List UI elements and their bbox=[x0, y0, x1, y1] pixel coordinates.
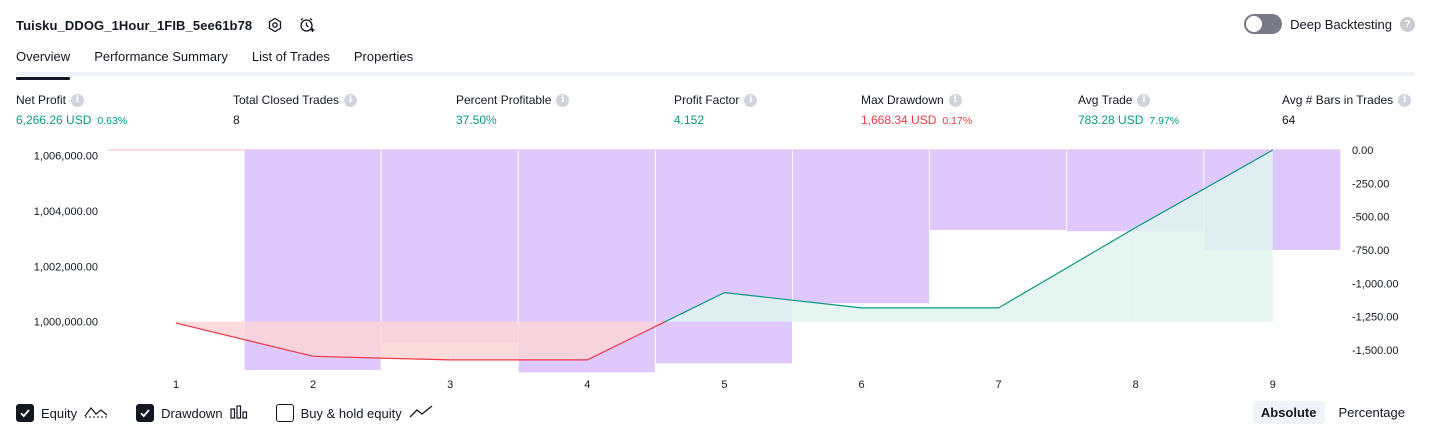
tab-list-of-trades[interactable]: List of Trades bbox=[251, 49, 330, 64]
percentage-button[interactable]: Percentage bbox=[1338, 405, 1406, 420]
right-axis-tick: -500.00 bbox=[1352, 212, 1389, 224]
metric-net-profit: Net Profit i 6,266.26 USD 0.63% bbox=[16, 93, 127, 127]
deep-backtesting-toggle[interactable] bbox=[1244, 14, 1283, 34]
left-axis-tick: 1,002,000.00 bbox=[34, 261, 98, 273]
metric-label: Total Closed Trades bbox=[233, 93, 340, 107]
info-icon[interactable]: i bbox=[1137, 93, 1151, 107]
equity-checkbox[interactable] bbox=[16, 404, 34, 422]
metric-max-drawdown: Max Drawdown i 1,668.34 USD 0.17% bbox=[861, 93, 972, 127]
x-axis-tick: 4 bbox=[584, 379, 590, 391]
equity-line-segment bbox=[587, 321, 666, 361]
equity-line-segment bbox=[1135, 149, 1274, 229]
settings-icon[interactable] bbox=[266, 16, 284, 34]
x-axis-tick: 8 bbox=[1133, 379, 1139, 391]
metric-percent: 0.17% bbox=[942, 115, 973, 127]
equity-loss-area bbox=[450, 321, 588, 360]
metric-label: Profit Factor bbox=[674, 93, 740, 107]
info-icon[interactable]: i bbox=[71, 93, 85, 107]
metric-avg-bars-in-trades: Avg # Bars in Trades i 64 bbox=[1282, 93, 1412, 127]
equity-gain-area bbox=[724, 292, 862, 322]
equity-line-segment bbox=[998, 227, 1137, 309]
metric-percent: 7.97% bbox=[1149, 115, 1180, 127]
metric-label: Net Profit bbox=[16, 93, 67, 107]
equity-gain-area bbox=[1135, 150, 1273, 322]
metric-label: Percent Profitable bbox=[456, 93, 552, 107]
legend-equity[interactable]: Equity bbox=[16, 404, 108, 422]
drawdown-bars-icon bbox=[229, 404, 248, 422]
drawdown-bar bbox=[655, 150, 792, 364]
metric-value: 1,668.34 USD bbox=[861, 113, 937, 127]
equity-line-segment bbox=[175, 322, 314, 357]
drawdown-bar bbox=[792, 150, 930, 304]
tab-properties[interactable]: Properties bbox=[353, 49, 414, 64]
drawdown-bar bbox=[930, 150, 1067, 230]
metric-value: 783.28 USD bbox=[1078, 113, 1144, 127]
info-icon[interactable]: i bbox=[1398, 93, 1412, 107]
x-axis-tick: 6 bbox=[858, 379, 864, 391]
scale-mode-switch: Absolute Percentage bbox=[1252, 401, 1413, 424]
metric-avg-trade: Avg Trade i 783.28 USD 7.97% bbox=[1078, 93, 1179, 127]
drawdown-bar bbox=[381, 150, 518, 344]
x-axis-tick: 3 bbox=[447, 379, 453, 391]
deep-backtesting-label: Deep Backtesting bbox=[1290, 16, 1392, 32]
metric-percent-profitable: Percent Profitable i 37.50% bbox=[456, 93, 570, 127]
tab-bar: Overview Performance Summary List of Tra… bbox=[16, 46, 1415, 80]
x-axis-tick: 7 bbox=[996, 379, 1002, 391]
equity-gain-area bbox=[861, 307, 999, 322]
info-icon[interactable]: i bbox=[948, 93, 962, 107]
metric-label: Max Drawdown bbox=[861, 93, 944, 107]
right-axis-tick: -1,250.00 bbox=[1352, 312, 1398, 324]
metric-value: 64 bbox=[1282, 113, 1296, 127]
equity-line-segment bbox=[664, 292, 725, 323]
tab-overview[interactable]: Overview bbox=[16, 46, 71, 80]
equity-line-segment bbox=[313, 355, 451, 361]
strategy-title: Tuisku_DDOG_1Hour_1FIB_5ee61b78 bbox=[16, 17, 253, 33]
legend-buy-hold-equity[interactable]: Buy & hold equity bbox=[275, 404, 433, 422]
info-icon[interactable]: i bbox=[344, 93, 358, 107]
legend-drawdown[interactable]: Drawdown bbox=[136, 404, 247, 422]
metric-value: 6,266.26 USD bbox=[16, 113, 92, 127]
right-axis-tick: 0.00 bbox=[1352, 145, 1373, 157]
alarm-add-icon[interactable] bbox=[298, 16, 316, 34]
absolute-button[interactable]: Absolute bbox=[1252, 401, 1325, 424]
left-axis-tick: 1,006,000.00 bbox=[34, 151, 98, 163]
left-axis-tick: 1,004,000.00 bbox=[34, 206, 98, 218]
buy-hold-checkbox[interactable] bbox=[275, 404, 294, 422]
deep-backtesting: Deep Backtesting ? bbox=[1244, 14, 1415, 34]
legend-label: Drawdown bbox=[161, 405, 223, 421]
metric-value: 4.152 bbox=[674, 113, 705, 127]
chart-legend: Equity Drawdown Buy & hold equity bbox=[16, 404, 433, 422]
help-icon[interactable]: ? bbox=[1400, 16, 1415, 32]
buy-hold-line-icon bbox=[409, 404, 433, 422]
equity-loss-area bbox=[313, 321, 451, 360]
metric-profit-factor: Profit Factor i 4.152 bbox=[674, 93, 758, 127]
metric-label: Avg # Bars in Trades bbox=[1282, 93, 1394, 107]
metrics-row: Net Profit i 6,266.26 USD 0.63% Total Clos… bbox=[16, 93, 1415, 129]
x-axis-tick: 5 bbox=[721, 379, 727, 391]
equity-line-icon bbox=[84, 405, 108, 422]
strategy-header: Tuisku_DDOG_1Hour_1FIB_5ee61b78 bbox=[16, 14, 316, 36]
right-axis-tick: -250.00 bbox=[1352, 178, 1389, 190]
metric-total-closed-trades: Total Closed Trades i 8 bbox=[233, 93, 358, 127]
metric-value: 8 bbox=[233, 113, 240, 127]
right-axis-tick: -1,000.00 bbox=[1352, 278, 1398, 290]
equity-drawdown-chart[interactable]: 1,006,000.00 1,004,000.00 1,002,000.00 1,00… bbox=[0, 140, 1431, 398]
x-axis-tick: 1 bbox=[173, 379, 179, 391]
metric-value: 37.50% bbox=[456, 113, 497, 127]
equity-gain-area bbox=[998, 227, 1136, 322]
drawdown-checkbox[interactable] bbox=[136, 404, 155, 422]
metric-label: Avg Trade bbox=[1078, 93, 1133, 107]
metric-percent: 0.63% bbox=[97, 115, 128, 127]
info-icon[interactable]: i bbox=[556, 93, 570, 107]
x-axis-tick: 9 bbox=[1270, 379, 1276, 391]
legend-label: Buy & hold equity bbox=[300, 405, 402, 421]
equity-line-segment bbox=[724, 292, 862, 309]
info-icon[interactable]: i bbox=[744, 93, 758, 107]
x-axis-tick: 2 bbox=[310, 379, 316, 391]
right-axis-tick: -750.00 bbox=[1352, 245, 1389, 257]
tab-performance-summary[interactable]: Performance Summary bbox=[94, 49, 228, 64]
left-axis-tick: 1,000,000.00 bbox=[34, 317, 98, 329]
legend-label: Equity bbox=[41, 405, 78, 421]
right-axis-tick: -1,500.00 bbox=[1352, 345, 1398, 357]
